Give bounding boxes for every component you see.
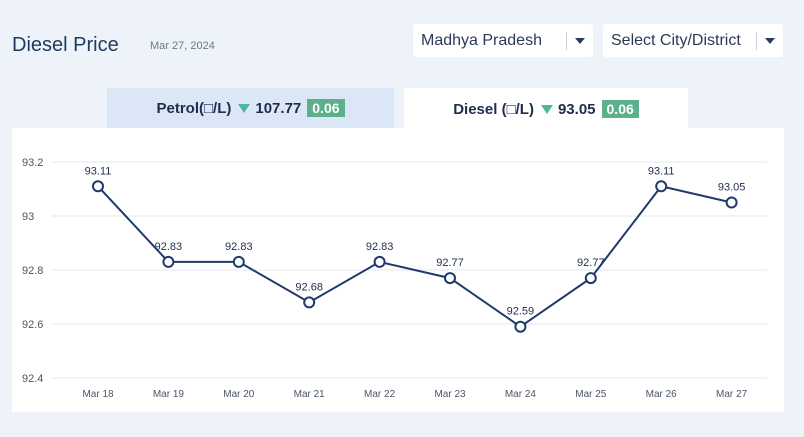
data-point [373, 255, 386, 268]
data-point [584, 272, 597, 285]
y-tick-label: 92.4 [22, 373, 43, 385]
data-label: 92.83 [155, 241, 183, 253]
y-tick-label: 93 [22, 211, 34, 223]
x-tick-label: Mar 20 [223, 389, 255, 400]
select-divider [756, 31, 757, 50]
data-label: 92.77 [577, 257, 605, 269]
page-header: Diesel Price Mar 27, 2024 Madhya Pradesh… [0, 0, 804, 88]
price-down-icon [540, 104, 553, 114]
series-line [97, 185, 732, 328]
state-select-value: Madhya Pradesh [421, 31, 542, 49]
select-divider [566, 31, 567, 50]
x-tick-label: Mar 27 [716, 389, 748, 400]
x-tick-label: Mar 25 [575, 389, 607, 400]
x-tick-label: Mar 19 [153, 389, 185, 400]
tab-petrol-change-badge: 0.06 [307, 99, 345, 117]
page-title: Diesel Price [12, 34, 119, 56]
price-down-icon [238, 103, 251, 113]
y-tick-label: 92.6 [22, 319, 43, 331]
data-point [92, 180, 104, 193]
data-label: 92.83 [366, 241, 394, 253]
data-point [303, 296, 316, 309]
city-select-value: Select City/District [611, 31, 741, 49]
tab-petrol-price: 107.77 [255, 99, 302, 117]
y-tick-label: 93.2 [22, 157, 43, 169]
city-select[interactable]: Select City/District [603, 24, 783, 57]
data-point [655, 180, 668, 193]
data-label: 93.05 [718, 182, 746, 194]
price-line-chart: 92.4 92.6 92.8 93 93.2 Mar 18 Mar 19 Mar 20 Mar … [22, 157, 767, 400]
data-point [725, 196, 738, 209]
chart-card: 92.4 92.6 92.8 93 93.2 Mar 18 Mar 19 Mar 20 Mar … [12, 128, 784, 412]
data-point [232, 255, 245, 268]
data-point [514, 320, 527, 333]
price-date: Mar 27, 2024 [150, 40, 215, 52]
data-label: 92.83 [225, 241, 253, 253]
x-tick-label: Mar 24 [505, 389, 537, 400]
x-tick-label: Mar 22 [364, 389, 396, 400]
data-label: 92.77 [436, 257, 464, 269]
tab-diesel[interactable]: Diesel (□/L) 93.05 0.06 [404, 88, 688, 130]
y-tick-label: 92.8 [22, 265, 43, 277]
tab-petrol-label: Petrol(□/L) [156, 99, 232, 117]
x-tick-label: Mar 23 [434, 389, 466, 400]
data-label: 93.11 [85, 165, 112, 177]
state-select[interactable]: Madhya Pradesh [413, 24, 593, 57]
data-label: 93.11 [648, 165, 675, 177]
data-label: 92.68 [295, 281, 323, 293]
x-tick-label: Mar 26 [646, 389, 678, 400]
x-tick-label: Mar 21 [294, 389, 326, 400]
tab-diesel-price: 93.05 [557, 100, 596, 118]
tab-diesel-label: Diesel (□/L) [453, 100, 534, 118]
data-point [444, 272, 456, 285]
tab-diesel-change-badge: 0.06 [601, 100, 639, 118]
chevron-down-icon[interactable] [575, 37, 585, 44]
data-point [162, 255, 175, 268]
x-tick-label: Mar 18 [82, 389, 114, 400]
data-label: 92.59 [507, 306, 535, 318]
tab-petrol[interactable]: Petrol(□/L) 107.77 0.06 [107, 88, 394, 128]
chevron-down-icon[interactable] [765, 37, 775, 44]
